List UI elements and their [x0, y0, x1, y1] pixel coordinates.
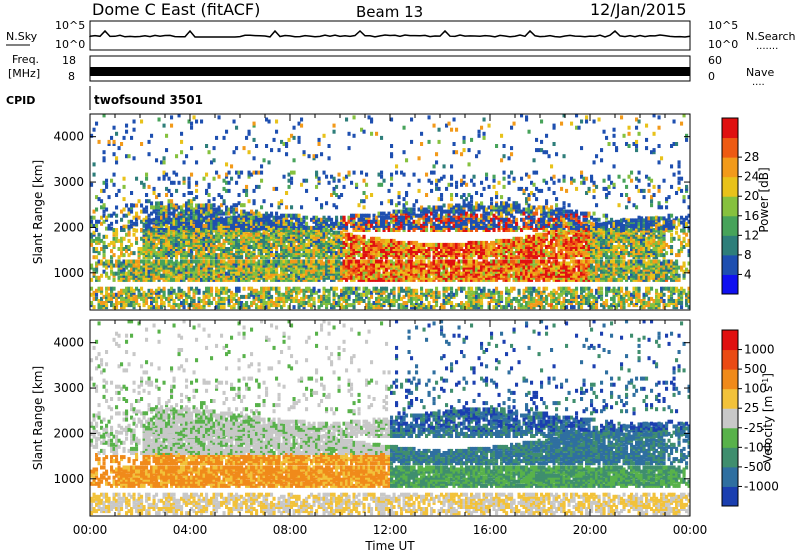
colorbar-swatch — [722, 447, 738, 468]
y-tick-label: 1000 — [53, 472, 84, 486]
colorbar-swatch — [722, 330, 738, 351]
cpid-label: CPID — [6, 94, 35, 107]
station-title: Dome C East (fitACF) — [92, 0, 260, 19]
power-colorbar: 4 8 12 16 20 24 28 — [721, 117, 759, 295]
colorbar-tick-label: 8 — [744, 248, 752, 262]
x-axis-label: Time UT — [364, 539, 415, 553]
velocity-colorbar: 1000 500 100 25 -25 -100 -500 -1000 — [721, 329, 779, 507]
colorbar-swatch — [722, 466, 738, 487]
colorbar-swatch — [722, 274, 738, 295]
nave-dots: .... — [752, 77, 765, 88]
velocity-y-label: Slant Range [km] — [31, 366, 45, 470]
cpid-text: twofsound 3501 — [94, 93, 203, 107]
colorbar-swatch — [722, 427, 738, 448]
colorbar-tick-label: 4 — [744, 267, 752, 281]
nsearch-label: N.Search — [746, 30, 796, 43]
power-heatmap — [90, 114, 690, 310]
nave-tick-bottom: 0 — [708, 70, 715, 83]
y-tick-label: 3000 — [53, 381, 84, 395]
y-tick-label: 2000 — [53, 220, 84, 234]
colorbar-tick-label: -500 — [744, 460, 771, 474]
freq-unit: [MHz] — [8, 67, 40, 80]
velocity-heatmap — [90, 320, 690, 516]
nsearch-tick-bottom: 10^0 — [708, 38, 738, 51]
colorbar-swatch — [722, 349, 738, 370]
colorbar-tick-label: -25 — [744, 421, 764, 435]
x-tick-label: 20:00 — [573, 523, 608, 537]
colorbar-swatch — [722, 235, 738, 256]
power-colorbar-label: Power [dB] — [757, 167, 771, 232]
y-tick-label: 3000 — [53, 175, 84, 189]
colorbar-swatch — [722, 176, 738, 197]
nsky-label: N.Sky — [6, 30, 38, 43]
colorbar-swatch — [722, 388, 738, 409]
colorbar-tick-label: 500 — [744, 362, 767, 376]
velocity-x-ticks: 00:00 04:00 08:00 12:00 16:00 20:00 00:00 — [73, 320, 708, 537]
nave-tick-top: 60 — [708, 54, 722, 67]
y-tick-label: 2000 — [53, 426, 84, 440]
nsky-tick-bottom: 10^0 — [55, 38, 85, 51]
velocity-panel: 1000 2000 3000 4000 00:00 04:00 08:00 12:00 16:… — [31, 319, 779, 553]
x-tick-label: 16:00 — [473, 523, 508, 537]
colorbar-tick-label: -1000 — [744, 479, 779, 493]
velocity-colorbar-label: Velocity [m s-1] — [761, 373, 775, 463]
freq-tick-top: 18 — [62, 54, 76, 67]
colorbar-swatch — [722, 408, 738, 429]
power-panel: 1000 2000 3000 4000 Slant Range [km] 4 8 12 16… — [31, 113, 771, 311]
colorbar-swatch — [722, 369, 738, 390]
power-y-ticks: 1000 2000 3000 4000 — [53, 130, 690, 280]
nsearch-tick-top: 10^5 — [708, 19, 738, 32]
power-x-ticks — [89, 114, 691, 310]
freq-band — [90, 67, 690, 76]
colorbar-tick-label: 25 — [744, 401, 759, 415]
freq-panel: Freq. [MHz] 18 8 60 0 Nave .... — [8, 53, 774, 88]
colorbar-tick-label: 24 — [744, 170, 759, 184]
colorbar-swatch — [722, 118, 738, 139]
colorbar-swatch — [722, 215, 738, 236]
colorbar-tick-label: 12 — [744, 228, 759, 242]
x-tick-label: 00:00 — [673, 523, 708, 537]
colorbar-tick-label: 1000 — [744, 343, 775, 357]
colorbar-tick-label: 28 — [744, 150, 759, 164]
colorbar-tick-label: 16 — [744, 209, 759, 223]
nsky-tick-top: 10^5 — [55, 19, 85, 32]
y-tick-label: 4000 — [53, 130, 84, 144]
nsky-trace — [89, 29, 691, 38]
colorbar-swatch — [722, 137, 738, 158]
nsearch-dots: ....... — [756, 41, 778, 52]
x-tick-label: 04:00 — [173, 523, 208, 537]
x-tick-label: 00:00 — [73, 523, 108, 537]
nsky-panel: N.Sky 10^5 10^0 10^5 10^0 N.Search .....… — [6, 19, 796, 52]
velocity-y-ticks: 1000 2000 3000 4000 — [53, 336, 690, 486]
colorbar-swatch — [722, 196, 738, 217]
colorbar-tick-label: 20 — [744, 189, 759, 203]
colorbar-swatch — [722, 254, 738, 275]
nave-label: Nave — [746, 66, 774, 79]
colorbar-swatch — [722, 486, 738, 507]
x-tick-label: 12:00 — [373, 523, 408, 537]
colorbar-tick-label: 100 — [744, 382, 767, 396]
colorbar-tick-label: -100 — [744, 440, 771, 454]
date-label: 12/Jan/2015 — [590, 0, 687, 19]
power-y-label: Slant Range [km] — [31, 160, 45, 264]
y-tick-label: 4000 — [53, 336, 84, 350]
x-tick-label: 08:00 — [273, 523, 308, 537]
freq-tick-bottom: 8 — [68, 70, 75, 83]
freq-label: Freq. — [12, 53, 39, 66]
beam-label: Beam 13 — [356, 3, 423, 21]
y-tick-label: 1000 — [53, 266, 84, 280]
colorbar-swatch — [722, 157, 738, 178]
cpid-panel: CPID twofsound 3501 — [6, 86, 203, 110]
